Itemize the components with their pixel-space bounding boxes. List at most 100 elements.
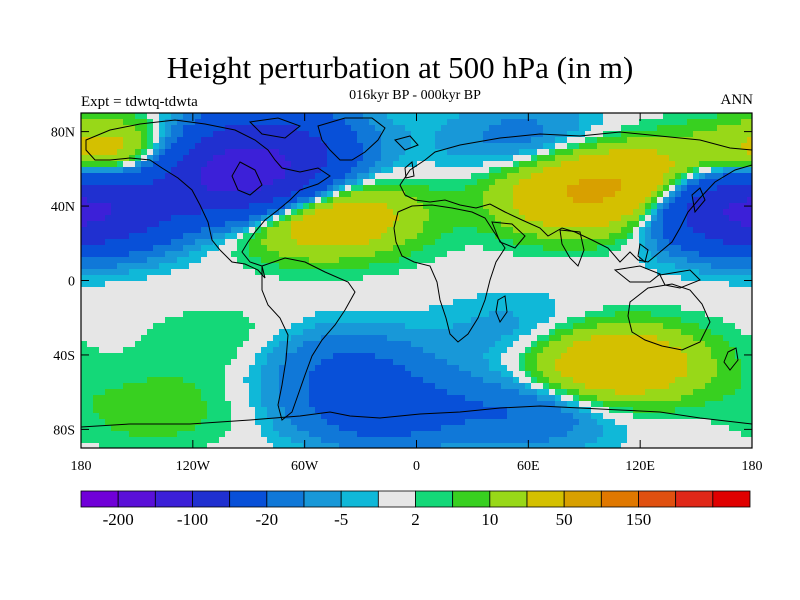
field-cell — [381, 425, 388, 432]
field-cell — [459, 221, 466, 228]
field-cell — [165, 347, 172, 354]
field-cell — [465, 329, 472, 336]
field-cell — [435, 335, 442, 342]
field-cell — [489, 179, 496, 186]
field-cell — [351, 317, 358, 324]
field-cell — [213, 269, 220, 276]
field-cell — [267, 365, 274, 372]
field-cell — [165, 323, 172, 330]
field-cell — [273, 431, 280, 438]
field-cell — [225, 215, 232, 222]
field-cell — [315, 335, 322, 342]
field-cell — [171, 419, 178, 426]
field-cell — [609, 155, 616, 162]
field-cell — [141, 395, 148, 402]
field-cell — [297, 263, 304, 270]
field-cell — [339, 119, 346, 126]
field-cell — [495, 365, 502, 372]
field-cell — [201, 233, 208, 240]
field-cell — [135, 245, 142, 252]
field-cell — [87, 185, 94, 192]
field-cell — [201, 173, 208, 180]
field-cell — [219, 131, 226, 138]
field-cell — [417, 233, 424, 240]
field-cell — [309, 263, 316, 270]
field-cell — [177, 131, 184, 138]
field-cell — [573, 293, 580, 300]
field-cell — [285, 233, 292, 240]
field-cell — [591, 197, 598, 204]
field-cell — [531, 335, 538, 342]
field-cell — [399, 155, 406, 162]
field-cell — [429, 173, 436, 180]
field-cell — [81, 155, 88, 162]
field-cell — [525, 131, 532, 138]
field-cell — [333, 377, 340, 384]
field-cell — [303, 197, 310, 204]
field-cell — [105, 395, 112, 402]
field-cell — [411, 437, 418, 444]
field-cell — [597, 245, 604, 252]
field-cell — [105, 269, 112, 276]
field-cell — [441, 119, 448, 126]
field-cell — [351, 341, 358, 348]
field-cell — [81, 401, 88, 408]
field-cell — [603, 317, 610, 324]
field-cell — [519, 245, 526, 252]
field-cell — [183, 239, 190, 246]
field-cell — [255, 329, 262, 336]
field-cell — [111, 245, 118, 252]
field-cell — [609, 239, 616, 246]
field-cell — [213, 335, 220, 342]
field-cell — [567, 365, 574, 372]
field-cell — [555, 317, 562, 324]
field-cell — [285, 401, 292, 408]
field-cell — [243, 239, 250, 246]
field-cell — [297, 167, 304, 174]
field-cell — [489, 119, 496, 126]
field-cell — [513, 269, 520, 276]
field-cell — [123, 365, 130, 372]
field-cell — [597, 353, 604, 360]
field-cell — [423, 245, 430, 252]
field-cell — [513, 377, 520, 384]
field-cell — [153, 305, 160, 312]
field-cell — [201, 221, 208, 228]
field-cell — [123, 395, 130, 402]
field-cell — [213, 227, 220, 234]
field-cell — [531, 293, 538, 300]
field-cell — [429, 359, 436, 366]
field-cell — [105, 365, 112, 372]
field-cell — [543, 185, 550, 192]
field-cell — [123, 233, 130, 240]
field-cell — [573, 167, 580, 174]
field-cell — [459, 431, 466, 438]
field-cell — [255, 113, 262, 120]
field-cell — [123, 125, 130, 132]
field-cell — [213, 341, 220, 348]
field-cell — [165, 167, 172, 174]
field-cell — [435, 149, 442, 156]
field-cell — [243, 353, 250, 360]
field-cell — [243, 203, 250, 210]
field-cell — [99, 125, 106, 132]
field-cell — [93, 221, 100, 228]
field-cell — [207, 197, 214, 204]
field-cell — [519, 377, 526, 384]
field-cell — [153, 395, 160, 402]
field-cell — [351, 377, 358, 384]
field-cell — [225, 419, 232, 426]
field-cell — [195, 419, 202, 426]
field-cell — [447, 335, 454, 342]
field-cell — [543, 347, 550, 354]
field-cell — [423, 167, 430, 174]
field-cell — [477, 293, 484, 300]
field-cell — [363, 245, 370, 252]
field-cell — [123, 119, 130, 126]
field-cell — [447, 149, 454, 156]
field-cell — [363, 299, 370, 306]
field-cell — [585, 197, 592, 204]
field-cell — [369, 131, 376, 138]
field-cell — [411, 359, 418, 366]
field-cell — [435, 179, 442, 186]
